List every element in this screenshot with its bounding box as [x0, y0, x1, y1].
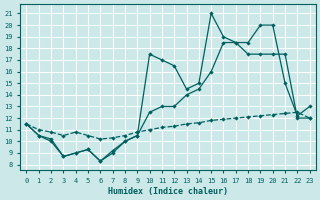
- X-axis label: Humidex (Indice chaleur): Humidex (Indice chaleur): [108, 187, 228, 196]
